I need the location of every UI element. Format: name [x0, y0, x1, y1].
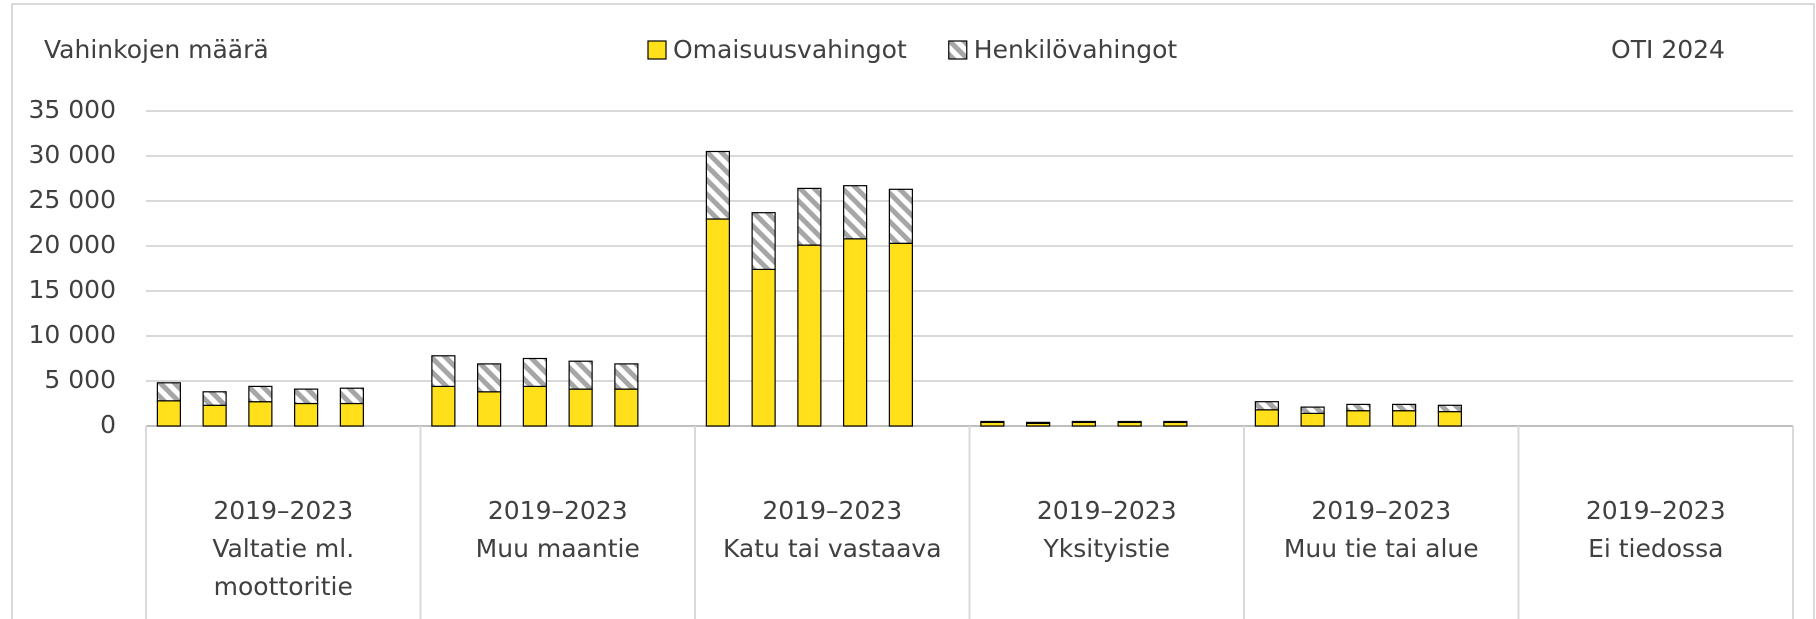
- y-tick-label: 15 000: [29, 275, 116, 304]
- bar-segment: [843, 238, 868, 427]
- bar-segment: [431, 385, 456, 427]
- bar-segment: [1254, 409, 1279, 427]
- y-tick-label: 35 000: [29, 95, 116, 124]
- bar-segment: [751, 212, 776, 270]
- bar-segment: [1346, 410, 1371, 427]
- y-tick-label: 25 000: [29, 185, 116, 214]
- y-tick-label: 20 000: [29, 230, 116, 259]
- bar-segment: [1071, 420, 1096, 423]
- bar-segment: [1437, 404, 1462, 413]
- bar-segment: [1392, 403, 1417, 412]
- bar-segment: [156, 382, 181, 402]
- group-name: Ei tiedossa: [1588, 534, 1724, 563]
- group-period: 2019–2023: [1585, 496, 1726, 525]
- legend-label: Henkilövahingot: [974, 35, 1178, 64]
- bar-segment: [705, 218, 730, 427]
- bar-segment: [156, 400, 181, 427]
- bar-segment: [202, 391, 227, 406]
- group-label: 2019–2023 Ei tiedossa: [1539, 492, 1774, 568]
- group-name: Valtatie ml. moottoritie: [212, 534, 355, 601]
- group-period: 2019–2023: [1036, 496, 1177, 525]
- group-label: 2019–2023 Yksityistie: [990, 492, 1225, 568]
- group-label: 2019–2023 Muu maantie: [441, 492, 676, 568]
- bar-segment: [980, 420, 1005, 423]
- bar-segment: [843, 185, 868, 240]
- bar-segment: [522, 357, 547, 387]
- bar-segment: [1117, 420, 1142, 423]
- group-period: 2019–2023: [1311, 496, 1452, 525]
- bar-segment: [568, 360, 593, 390]
- legend-swatch: [647, 40, 667, 60]
- y-axis-title: Vahinkojen määrä: [44, 35, 269, 64]
- bar-segment: [888, 242, 913, 427]
- bar-segment: [797, 187, 822, 246]
- legend-label: Omaisuusvahingot: [673, 35, 907, 64]
- bar-segment: [248, 401, 273, 427]
- bar-segment: [614, 388, 639, 427]
- bar-segment: [1437, 411, 1462, 427]
- bar-segment: [1026, 421, 1051, 424]
- bar-segment: [339, 402, 364, 427]
- source: OTI 2024: [1611, 35, 1725, 64]
- bar-segment: [431, 355, 456, 387]
- group-name: Muu tie tai alue: [1283, 534, 1479, 563]
- group-label: 2019–2023 Muu tie tai alue: [1264, 492, 1499, 568]
- bar-segment: [797, 244, 822, 427]
- y-tick-label: 0: [100, 410, 116, 439]
- bar-segment: [568, 388, 593, 427]
- bar-segment: [248, 385, 273, 403]
- bar-segment: [705, 150, 730, 220]
- group-label: 2019–2023 Katu tai vastaava: [715, 492, 950, 568]
- bar-segment: [614, 363, 639, 390]
- bar-segment: [339, 387, 364, 405]
- bar-segment: [751, 268, 776, 427]
- frame: [11, 3, 1815, 619]
- group-label: 2019–2023 Valtatie ml. moottoritie: [166, 492, 401, 606]
- bar-segment: [1392, 410, 1417, 427]
- bar-segment: [294, 388, 319, 405]
- group-name: Yksityistie: [1043, 534, 1170, 563]
- bar-segment: [294, 402, 319, 427]
- bar-segment: [477, 363, 502, 393]
- bar-segment: [1300, 412, 1325, 427]
- y-tick-label: 10 000: [29, 320, 116, 349]
- y-tick-label: 30 000: [29, 140, 116, 169]
- bar-segment: [1163, 420, 1188, 423]
- bar-segment: [888, 188, 913, 244]
- bar-segment: [477, 391, 502, 427]
- y-tick-label: 5 000: [44, 365, 116, 394]
- bar-segment: [1346, 403, 1371, 412]
- group-period: 2019–2023: [762, 496, 903, 525]
- legend-swatch: [948, 40, 968, 60]
- bar-segment: [1300, 406, 1325, 415]
- bar-segment: [202, 404, 227, 427]
- group-name: Katu tai vastaava: [722, 534, 942, 563]
- bar-segment: [1254, 401, 1279, 411]
- group-name: Muu maantie: [475, 534, 640, 563]
- group-period: 2019–2023: [213, 496, 354, 525]
- bar-segment: [522, 385, 547, 427]
- group-period: 2019–2023: [487, 496, 628, 525]
